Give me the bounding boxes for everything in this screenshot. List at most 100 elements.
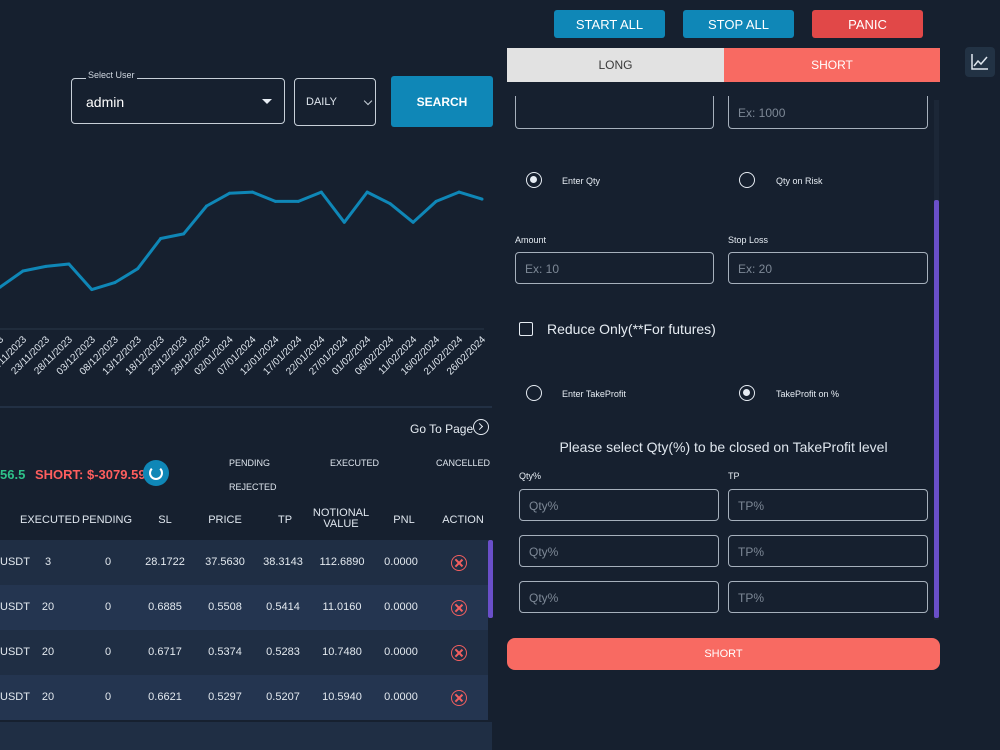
- cell-notional: 10.5940: [322, 691, 362, 703]
- panic-button[interactable]: PANIC: [812, 10, 923, 38]
- cell-tp: 0.5283: [266, 646, 300, 658]
- search-button[interactable]: SEARCH: [391, 76, 493, 127]
- cell-symbol: USDT: [0, 556, 30, 568]
- chart-point: [411, 220, 415, 224]
- stoploss-placeholder: Ex: 20: [738, 262, 773, 276]
- cell-notional: 112.6890: [319, 556, 365, 568]
- col-pending: PENDING: [81, 514, 133, 526]
- submit-short-button[interactable]: SHORT: [507, 638, 940, 670]
- cell-price: 0.5508: [208, 601, 242, 613]
- legend-rejected: REJECTED: [229, 482, 277, 492]
- period-select-value: DAILY: [306, 96, 337, 108]
- cell-tp: 0.5414: [266, 601, 300, 613]
- order-input-top-right[interactable]: Ex: 1000: [728, 96, 928, 129]
- chart-point: [434, 199, 438, 203]
- chart-point: [365, 190, 369, 194]
- chart-point: [0, 285, 2, 289]
- chart-point: [480, 197, 484, 201]
- tp-percent-placeholder: TP%: [738, 499, 765, 513]
- tp-label: TP: [728, 471, 740, 481]
- col-sl: SL: [158, 514, 172, 526]
- chart-point: [296, 199, 300, 203]
- user-select[interactable]: admin: [71, 78, 285, 124]
- reduce-only-label: Reduce Only(**For futures): [547, 321, 716, 337]
- user-select-value: admin: [86, 94, 125, 110]
- chart-point: [388, 202, 392, 206]
- chart-point: [44, 264, 48, 268]
- takeprofit-note: Please select Qty(%) to be closed on Tak…: [559, 439, 888, 455]
- legend-dot-cancelled: [417, 455, 431, 469]
- cell-tp: 38.3143: [263, 556, 303, 568]
- go-to-page-link[interactable]: Go To Page: [410, 422, 474, 436]
- section-divider: [0, 406, 492, 408]
- start-all-button[interactable]: START ALL: [554, 10, 665, 38]
- qty-percent-input-3[interactable]: Qty%: [519, 581, 719, 613]
- chart-point: [228, 191, 232, 195]
- arrow-right-circle-icon[interactable]: [473, 419, 489, 435]
- period-select[interactable]: DAILY: [294, 78, 376, 126]
- stop-all-button[interactable]: STOP ALL: [683, 10, 794, 38]
- col-price: PRICE: [208, 514, 242, 526]
- cell-sl: 0.6621: [148, 691, 182, 703]
- line-chart-icon: [971, 54, 988, 70]
- radio-enter-takeprofit[interactable]: [526, 385, 542, 401]
- qty-percent-label: Qty%: [519, 471, 542, 481]
- pnl-line-chart: 02318/11/202323/11/202328/11/202303/12/2…: [0, 190, 488, 378]
- cancel-order-icon[interactable]: [451, 555, 467, 571]
- stoploss-input[interactable]: Ex: 20: [728, 252, 928, 284]
- cell-price: 0.5297: [208, 691, 242, 703]
- cell-pnl: 0.0000: [384, 601, 418, 613]
- chart-point: [250, 190, 254, 194]
- chart-point: [159, 237, 163, 241]
- chart-point: [21, 269, 25, 273]
- cell-tp: 0.5207: [266, 691, 300, 703]
- cell-pending: 0: [104, 646, 112, 658]
- qty-percent-placeholder: Qty%: [529, 591, 559, 605]
- table-row: USDT 20 0 0.6621 0.5297 0.5207 10.5940 0…: [0, 675, 488, 720]
- order-input-top-left[interactable]: [515, 96, 714, 129]
- col-executed: EXECUTED: [20, 514, 80, 526]
- cell-price: 37.5630: [205, 556, 245, 568]
- chart-point: [273, 199, 277, 203]
- cancel-order-icon[interactable]: [451, 690, 467, 706]
- tab-long[interactable]: LONG: [507, 48, 724, 82]
- tp-percent-input-1[interactable]: TP%: [728, 489, 928, 521]
- cell-executed: 20: [41, 601, 55, 613]
- cell-executed: 3: [44, 556, 52, 568]
- radio-enter-qty[interactable]: [526, 172, 542, 188]
- table-row: USDT 20 0 0.6717 0.5374 0.5283 10.7480 0…: [0, 630, 488, 675]
- radio-takeprofit-percent-label: TakeProfit on %: [776, 389, 840, 399]
- qty-percent-placeholder: Qty%: [529, 545, 559, 559]
- table-scrollbar[interactable]: [488, 540, 493, 618]
- reduce-only-checkbox[interactable]: [519, 322, 533, 336]
- qty-percent-input-1[interactable]: Qty%: [519, 489, 719, 521]
- amount-input[interactable]: Ex: 10: [515, 252, 714, 284]
- cell-sl: 28.1722: [145, 556, 185, 568]
- col-notional-value: NOTIONAL VALUE: [312, 507, 370, 530]
- cell-sl: 0.6717: [148, 646, 182, 658]
- table-row: USDT 3 0 28.1722 37.5630 38.3143 112.689…: [0, 540, 488, 585]
- cell-symbol: USDT: [0, 601, 30, 613]
- cancel-order-icon[interactable]: [451, 645, 467, 661]
- tp-percent-placeholder: TP%: [738, 591, 765, 605]
- tp-percent-input-3[interactable]: TP%: [728, 581, 928, 613]
- tab-short[interactable]: SHORT: [724, 48, 940, 82]
- chevron-down-icon: [262, 99, 272, 104]
- radio-qty-on-risk-label: Qty on Risk: [776, 176, 823, 186]
- radio-takeprofit-percent[interactable]: [739, 385, 755, 401]
- qty-percent-input-2[interactable]: Qty%: [519, 535, 719, 567]
- table-row-partial: [0, 722, 492, 750]
- tp-percent-placeholder: TP%: [738, 545, 765, 559]
- legend-pending: PENDING: [229, 458, 271, 468]
- refresh-icon[interactable]: [143, 460, 169, 486]
- qty-percent-placeholder: Qty%: [529, 499, 559, 513]
- col-action: ACTION: [442, 514, 484, 526]
- cell-notional: 11.0160: [322, 601, 362, 613]
- panel-scrollbar[interactable]: [934, 200, 939, 618]
- x-tick-label: 023: [0, 334, 6, 354]
- tp-percent-input-2[interactable]: TP%: [728, 535, 928, 567]
- chart-toggle-button[interactable]: [965, 47, 995, 77]
- legend-dot-executed: [311, 455, 325, 469]
- radio-qty-on-risk[interactable]: [739, 172, 755, 188]
- cancel-order-icon[interactable]: [451, 600, 467, 616]
